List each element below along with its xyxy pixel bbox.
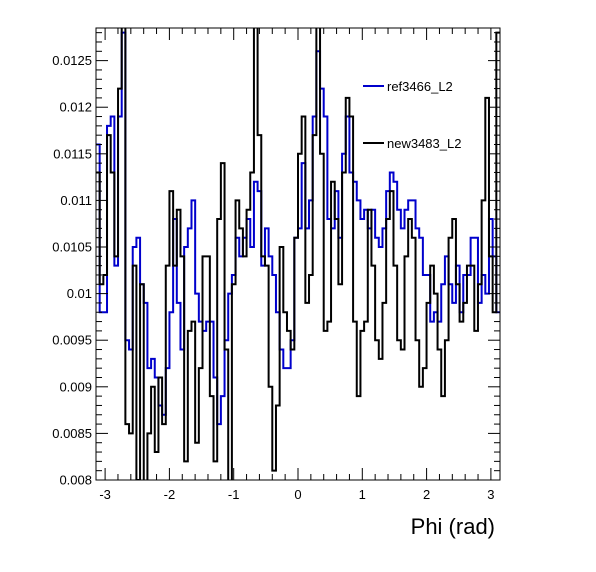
x-tick-label: 2 — [423, 487, 430, 502]
y-tick-label: 0.011 — [60, 193, 92, 208]
legend-label-2: new3483_L2 — [387, 136, 461, 151]
y-tick-label: 0.0105 — [52, 240, 92, 255]
x-axis-title: Phi (rad) — [411, 514, 495, 539]
y-tick-label: 0.0125 — [52, 53, 92, 68]
series-layer — [96, 28, 500, 480]
x-tick-label: 3 — [487, 487, 494, 502]
legend-label-1: ref3466_L2 — [387, 79, 453, 94]
legend-box — [358, 66, 478, 168]
y-tick-label: 0.0115 — [53, 146, 92, 161]
x-tick-label: 0 — [294, 487, 301, 502]
series-line-2 — [96, 28, 500, 480]
x-tick-label: 1 — [359, 487, 366, 502]
y-tick-label: 0.0085 — [52, 426, 92, 441]
y-tick-label: 0.009 — [59, 379, 92, 394]
y-tick-label: 0.008 — [59, 473, 92, 488]
x-tick-label: -3 — [99, 487, 111, 502]
x-tick-label: -1 — [228, 487, 240, 502]
axes: -3 -2 -1 0 1 2 3 0.008 0.0085 0.009 0.0095 0.01 0.01… — [52, 28, 500, 502]
x-tick-label: -2 — [164, 487, 176, 502]
y-tick-label: 0.01 — [67, 286, 92, 301]
y-tick-label: 0.012 — [59, 100, 92, 115]
y-tick-label: 0.0095 — [52, 333, 92, 348]
legend: ref3466_L2 new3483_L2 — [363, 79, 461, 151]
